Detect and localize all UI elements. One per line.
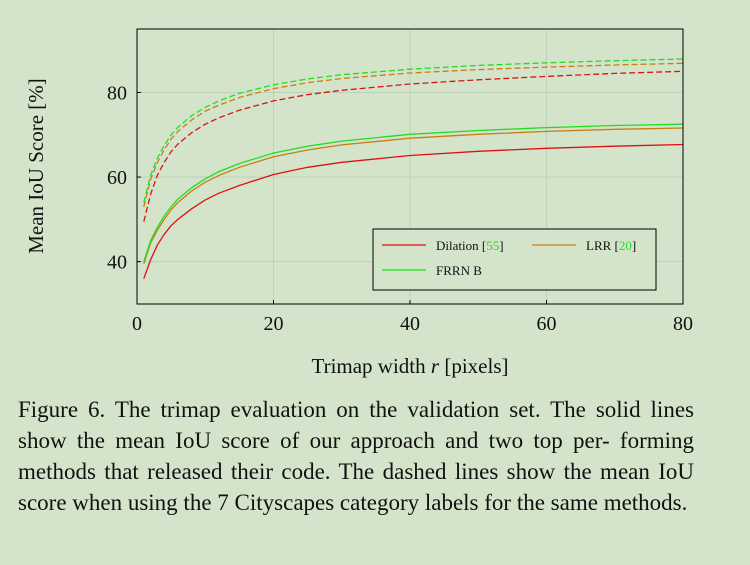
y-tick-label: 40 (107, 252, 127, 274)
x-tick-label: 0 (132, 313, 142, 335)
series-line-0-solid (143, 143, 684, 279)
legend-label-dilation: Dilation [55] (436, 238, 504, 253)
series-line-1-solid (143, 127, 684, 265)
series-line-4-dashed (143, 62, 684, 207)
y-tick-label: 60 (107, 167, 127, 189)
caption-line-2: lines show the mean IoU score of our app… (18, 397, 694, 453)
ticks: 0 20 40 60 80 40 60 80 (107, 82, 693, 335)
x-tick-label: 40 (400, 313, 420, 335)
legend: Dilation [55] LRR [20] FRRN B (372, 228, 657, 291)
y-tick-label: 80 (107, 82, 127, 104)
series-line-3-dashed (143, 70, 684, 222)
line-chart: 0 20 40 60 80 40 60 80 Dilation [55] LRR [20] F… (24, 28, 693, 378)
y-axis-label: Mean IoU Score [%] (24, 78, 48, 254)
caption-line-1: Figure 6. The trimap evaluation on the v… (18, 397, 641, 422)
x-axis-label: Trimap width r [pixels] (311, 354, 508, 378)
figure-caption: Figure 6. The trimap evaluation on the v… (18, 394, 694, 518)
caption-line-4: the mean IoU score when using the 7 City… (18, 459, 694, 515)
series-lines (143, 58, 684, 279)
series-line-2-solid (143, 123, 684, 262)
legend-label-frrn: FRRN B (436, 263, 482, 278)
x-tick-label: 20 (264, 313, 284, 335)
x-tick-label: 60 (537, 313, 557, 335)
x-tick-label: 80 (673, 313, 693, 335)
caption-line-5: for the same methods. (484, 490, 688, 515)
legend-label-lrr: LRR [20] (586, 238, 636, 253)
legend-box (372, 228, 657, 291)
series-line-5-dashed (143, 58, 684, 203)
caption-line-3: forming methods that released their code… (18, 428, 695, 484)
